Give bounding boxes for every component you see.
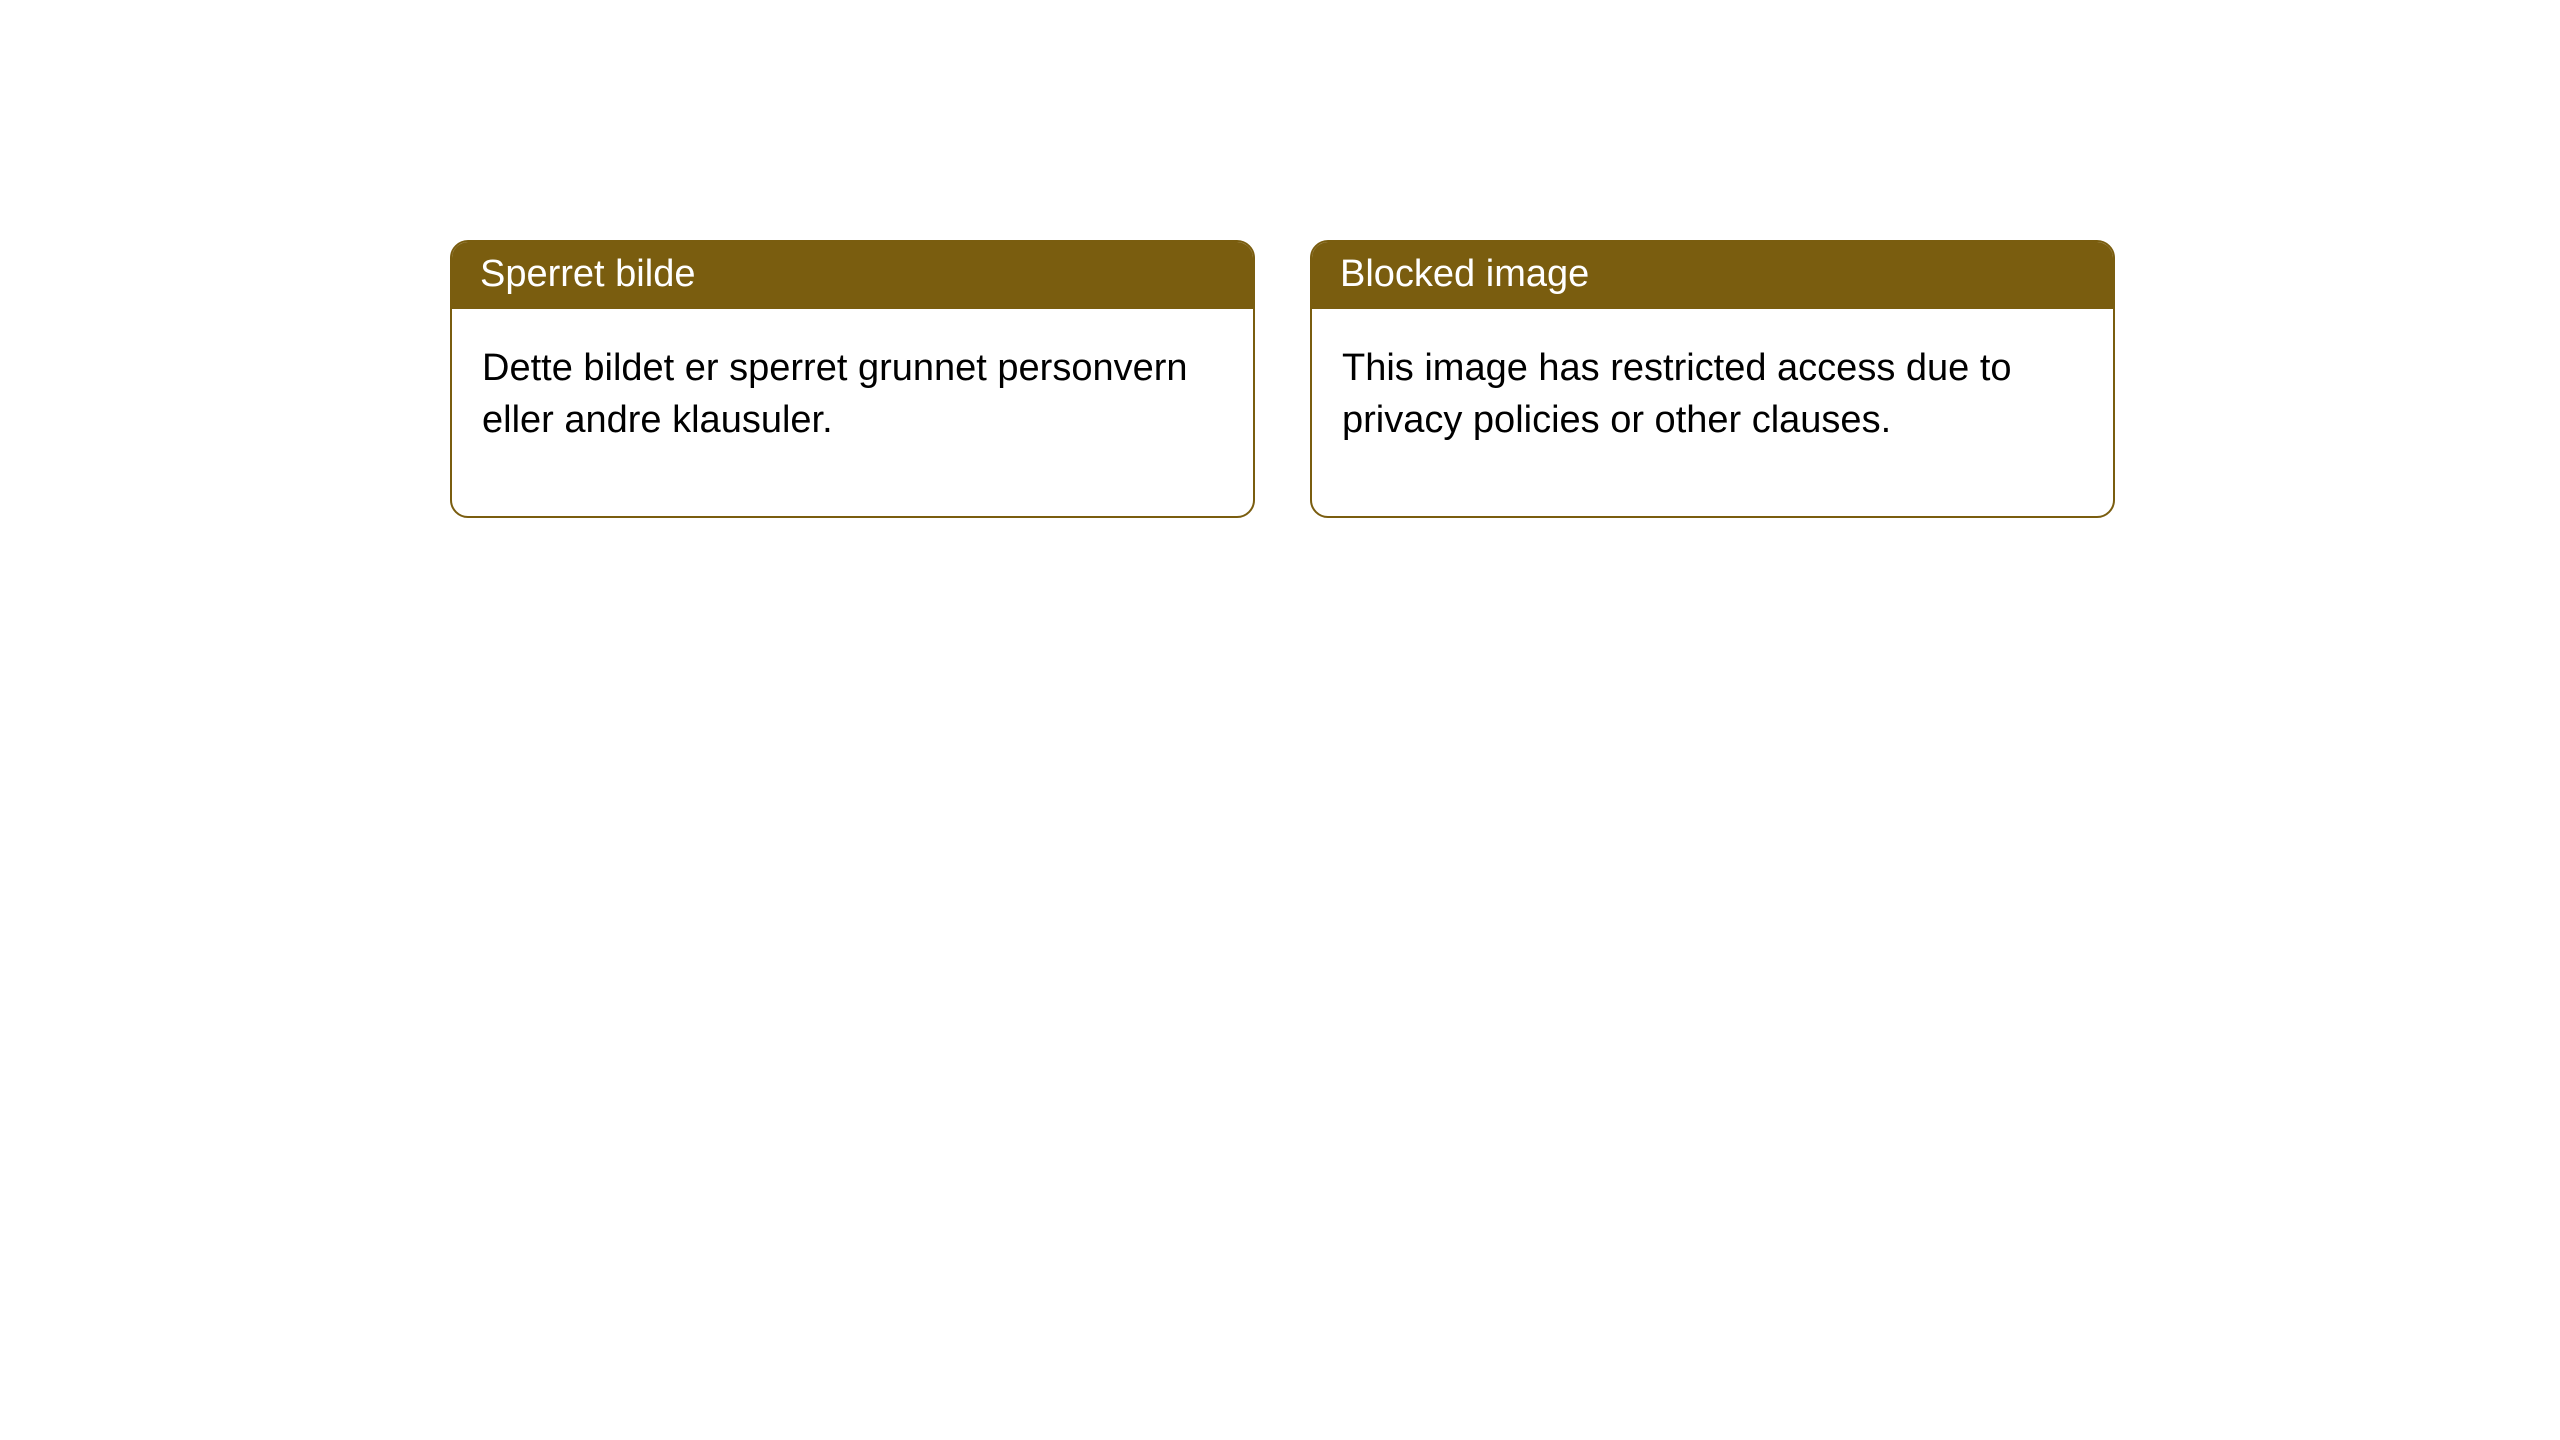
notice-card-english: Blocked image This image has restricted … — [1310, 240, 2115, 518]
notice-body-norwegian: Dette bildet er sperret grunnet personve… — [452, 309, 1253, 516]
notice-container: Sperret bilde Dette bildet er sperret gr… — [0, 0, 2560, 518]
notice-body-english: This image has restricted access due to … — [1312, 309, 2113, 516]
notice-header-english: Blocked image — [1312, 242, 2113, 309]
notice-card-norwegian: Sperret bilde Dette bildet er sperret gr… — [450, 240, 1255, 518]
notice-header-norwegian: Sperret bilde — [452, 242, 1253, 309]
